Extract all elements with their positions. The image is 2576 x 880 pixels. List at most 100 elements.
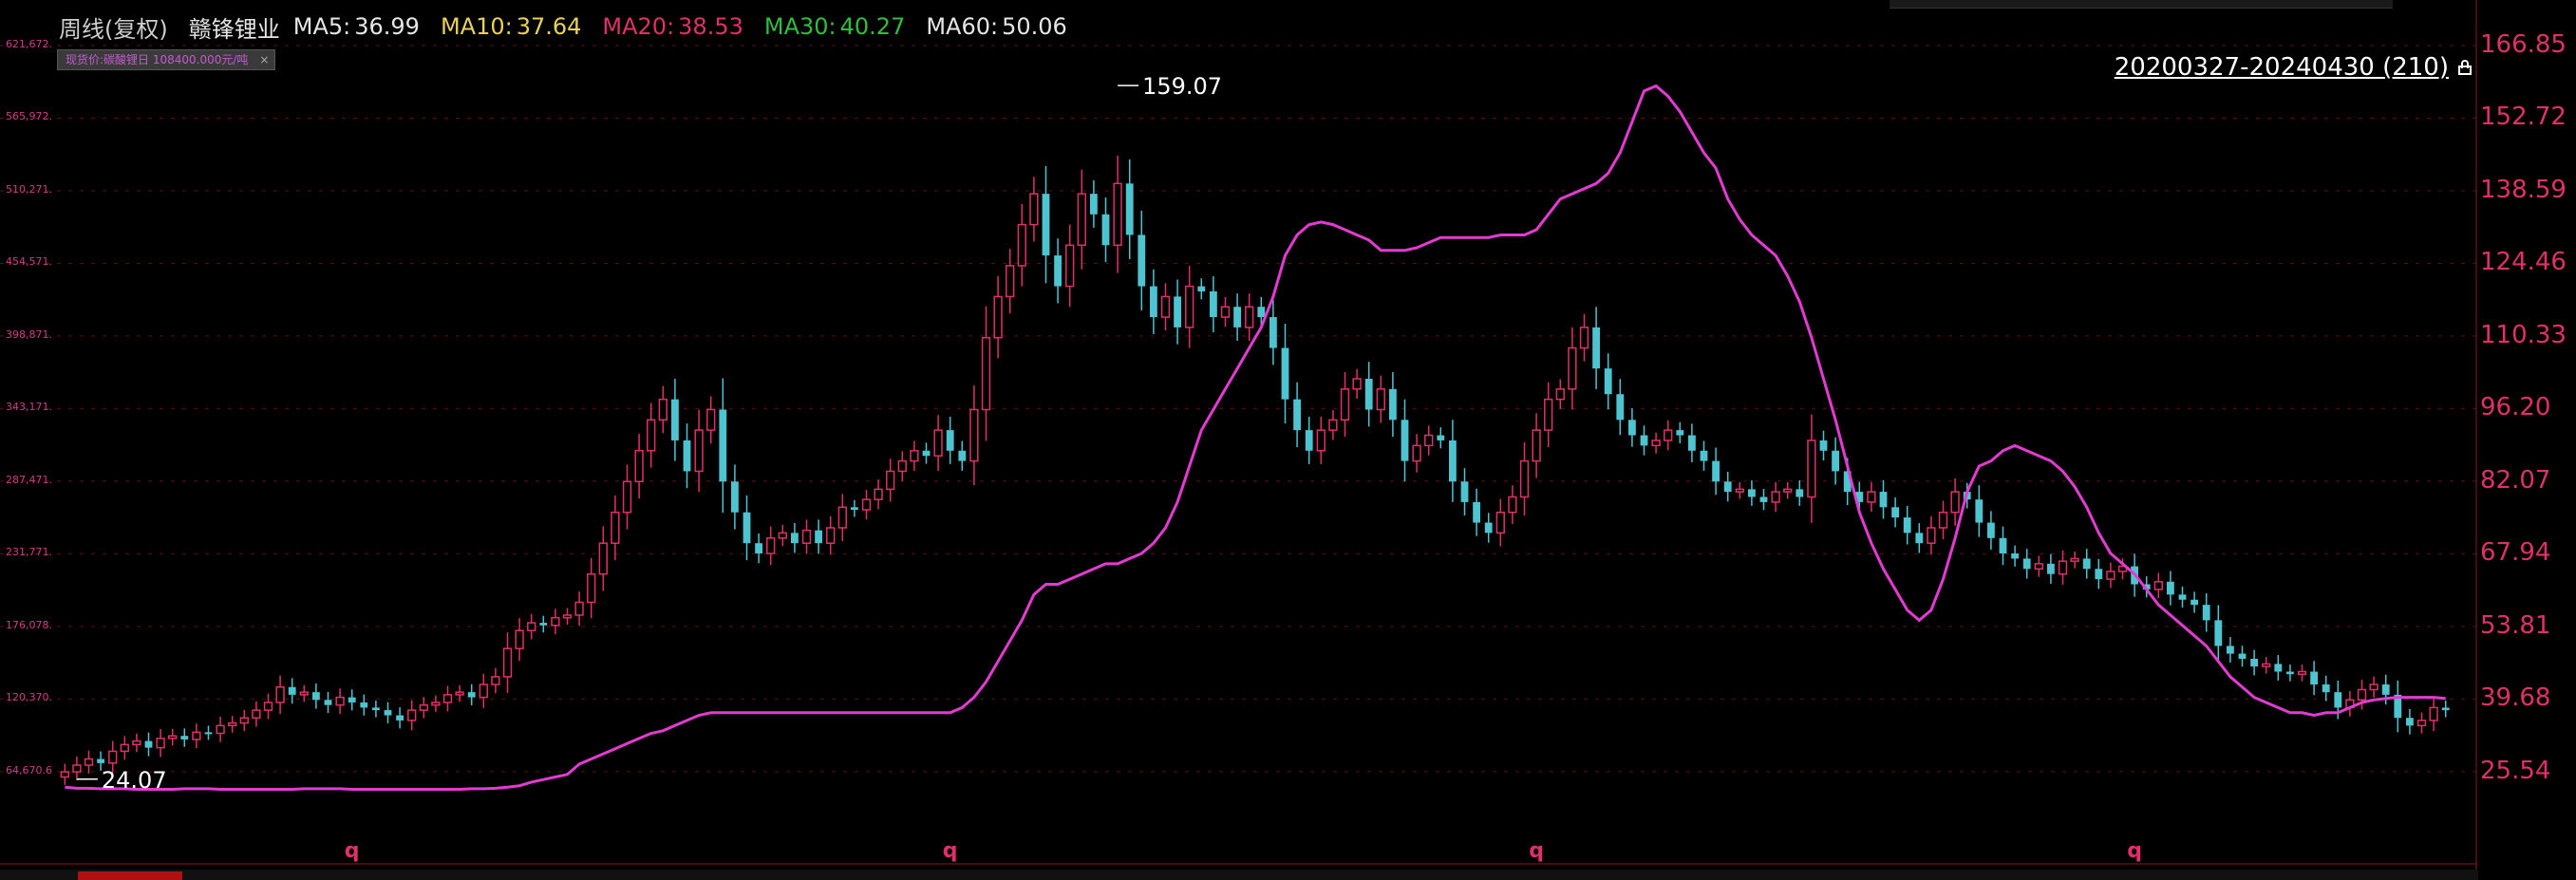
candle: [431, 695, 441, 713]
candle-body: [491, 676, 500, 685]
candle: [1388, 371, 1397, 438]
candle-body: [1101, 214, 1110, 246]
candle: [1676, 421, 1684, 443]
candle-body: [946, 430, 954, 451]
candle-body: [2369, 683, 2379, 691]
candle-body: [1999, 537, 2007, 554]
candle: [1616, 379, 1625, 436]
candle: [1568, 327, 1577, 410]
candle: [694, 409, 704, 493]
candle: [239, 709, 249, 732]
candle: [2369, 676, 2379, 698]
candle-body: [730, 481, 739, 513]
candle-body: [1209, 290, 1217, 318]
candle: [192, 723, 201, 749]
candle-body: [1065, 244, 1075, 288]
candle-body: [348, 697, 356, 702]
candle-body: [574, 601, 584, 616]
range-selector[interactable]: 20200327-20240430 (210): [2115, 53, 2473, 82]
candle: [2262, 656, 2271, 674]
candle: [1460, 468, 1469, 515]
candle: [1508, 485, 1517, 524]
ma-legend: MA5: 36.99 MA10: 37.64 MA20: 38.53 MA30: 40.27 M…: [293, 13, 1067, 40]
candle: [1712, 447, 1720, 496]
candle-body: [97, 758, 105, 763]
candle-body: [2238, 653, 2247, 659]
quarter-marker: q: [344, 839, 360, 863]
candle-body: [1735, 488, 1744, 493]
candle-body: [1138, 234, 1146, 287]
candle: [502, 632, 513, 693]
candle: [933, 415, 943, 472]
candle: [1316, 417, 1326, 464]
candle-body: [719, 409, 727, 482]
candle: [2357, 680, 2367, 710]
candle-body: [1316, 429, 1326, 452]
scroll-thumb[interactable]: [78, 871, 182, 880]
candle: [1437, 427, 1445, 449]
candle-body: [2334, 692, 2342, 708]
ma-label: MA5:: [292, 13, 351, 40]
candle: [1281, 324, 1289, 424]
candle-body: [1616, 394, 1625, 421]
candle-body: [1796, 489, 1804, 497]
candle-body: [1938, 511, 1948, 529]
candle: [252, 701, 261, 727]
candle: [1424, 425, 1434, 456]
candle-body: [1220, 306, 1231, 318]
candle-body: [168, 735, 178, 740]
candle: [1376, 375, 1385, 423]
candle-body: [275, 686, 285, 703]
candle-body: [2357, 688, 2367, 702]
candle-body: [467, 692, 476, 698]
candle-body: [969, 408, 979, 462]
candle-body: [683, 440, 691, 472]
candle-body: [1568, 346, 1577, 390]
candle-body: [384, 710, 392, 716]
candle-body: [324, 700, 332, 705]
candle-body: [1664, 429, 1673, 441]
candle: [1495, 498, 1505, 547]
candle: [730, 464, 739, 530]
candle: [1101, 197, 1110, 263]
candle-body: [1006, 265, 1015, 298]
candle-body: [2250, 658, 2259, 667]
quarter-marker: q: [942, 839, 958, 863]
candle: [801, 519, 812, 554]
right-tick-label: 82.07: [2480, 465, 2551, 495]
candle-body: [2441, 707, 2450, 711]
candle: [371, 700, 380, 718]
candle: [1640, 425, 1648, 456]
candle-body: [2381, 684, 2390, 695]
candle-body: [1042, 194, 1050, 256]
lock-icon[interactable]: [2456, 60, 2473, 75]
candle: [2095, 558, 2103, 590]
candle-body: [1903, 517, 1911, 534]
ma-label: MA20:: [602, 13, 675, 40]
candle-body: [1771, 491, 1780, 503]
candle: [168, 728, 178, 746]
close-icon[interactable]: ×: [259, 53, 270, 66]
candle-body: [192, 731, 201, 740]
candle: [2142, 576, 2151, 598]
period-label[interactable]: 周线(复权): [59, 15, 168, 43]
candle: [2178, 586, 2187, 609]
right-tick-label: 152.72: [2480, 103, 2567, 132]
candle-body: [993, 295, 1003, 339]
candle-body: [1950, 491, 1960, 514]
candle-body: [2117, 565, 2128, 572]
candle: [743, 495, 751, 561]
range-label: 20200327-20240430 (210): [2114, 53, 2449, 82]
candle-body: [1747, 489, 1756, 497]
candle: [1723, 471, 1732, 502]
stock-name: 赣锋锂业: [188, 15, 280, 43]
candle: [2285, 665, 2294, 682]
candle-body: [743, 512, 751, 544]
candle-body: [1340, 388, 1350, 421]
overlay-indicator-tag[interactable]: 现货价:碳酸锂日 108400.000元/吨 ×: [57, 49, 276, 70]
bottom-scrollbar[interactable]: [0, 870, 2478, 880]
candle-body: [551, 616, 560, 627]
candle: [1532, 413, 1541, 478]
